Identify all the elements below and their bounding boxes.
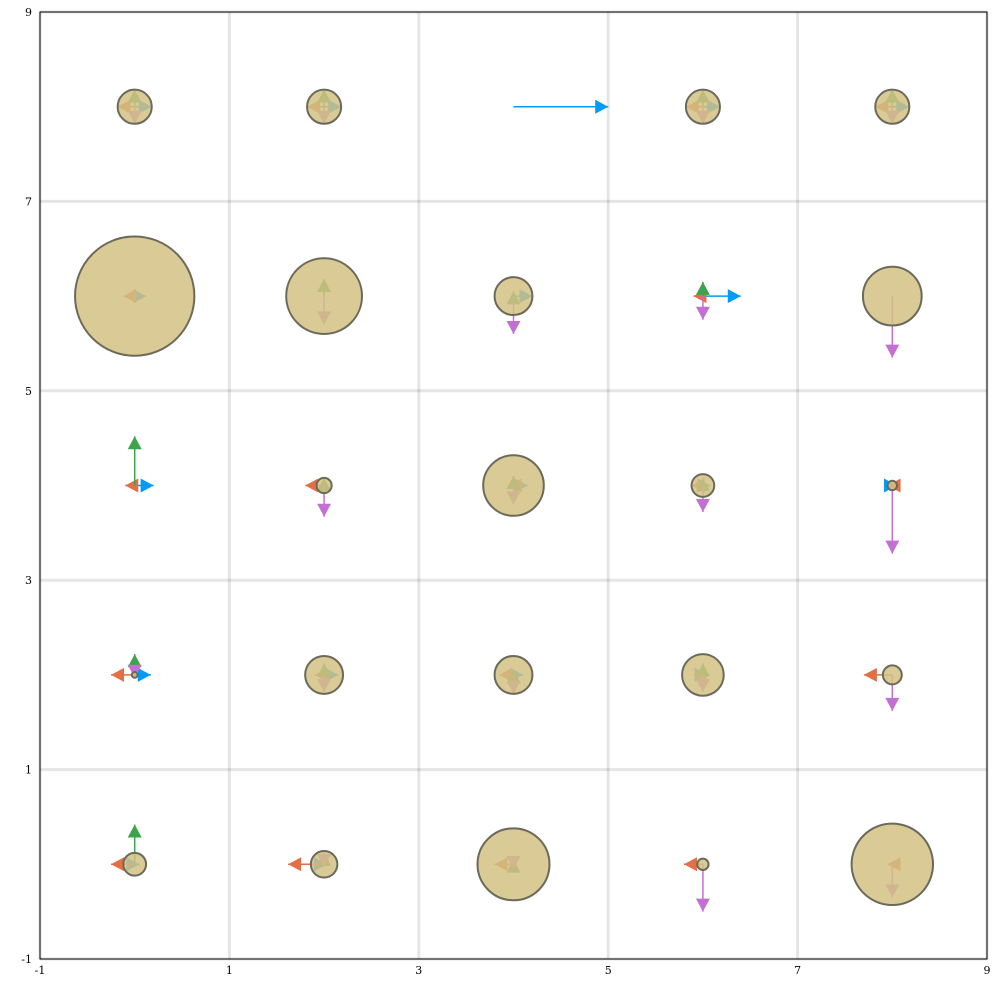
arrow-right-head (727, 289, 741, 304)
x-tick-label: 1 (226, 964, 233, 977)
x-tick-label: 7 (794, 964, 801, 977)
magnitude-circle (696, 857, 710, 871)
x-tick-label: -1 (35, 964, 46, 977)
magnitude-circle (306, 88, 343, 125)
arrow-left-head (111, 857, 125, 872)
magnitude-circle (122, 851, 148, 877)
magnitude-circle (493, 276, 534, 317)
arrow-right-head (137, 667, 151, 682)
arrow-left-head (305, 478, 319, 493)
arrow-right-head (595, 99, 609, 114)
arrow-down (695, 296, 710, 320)
arrow-left-head (125, 478, 139, 493)
magnitude-circle (285, 257, 363, 335)
arrow-down-head (695, 306, 710, 320)
arrow-up-head (695, 281, 710, 295)
y-tick-label: 5 (25, 385, 32, 398)
arrow-down-head (317, 503, 332, 517)
y-tick-label: 3 (25, 574, 32, 587)
arrow-right (513, 99, 609, 114)
x-tick-label: 9 (984, 964, 991, 977)
arrow-left (111, 667, 135, 682)
tick-labels: -1 1 3 5 7 9 -1 1 3 5 7 9 (21, 6, 990, 977)
arrow-left-head (863, 667, 877, 682)
magnitude-circle (130, 671, 139, 679)
magnitude-circle (309, 850, 339, 879)
arrow-down (885, 485, 900, 554)
magnitude-circle (690, 473, 716, 498)
y-tick-label: -1 (21, 953, 32, 966)
magnitude-circle (74, 235, 196, 357)
magnitude-circle (116, 88, 153, 125)
arrow-left-head (683, 857, 697, 872)
arrow-down-head (885, 540, 900, 554)
magnitude-circle (315, 476, 333, 495)
arrow-up (127, 436, 142, 486)
y-tick-label: 9 (25, 6, 32, 19)
magnitude-circle (874, 88, 911, 125)
magnitude-circle (482, 454, 545, 517)
magnitude-circle (304, 654, 345, 695)
arrow-down-head (695, 499, 710, 513)
x-tick-label: 3 (415, 964, 422, 977)
arrow-left (125, 478, 139, 493)
arrow-up-head (127, 654, 142, 668)
magnitude-circle (681, 653, 725, 697)
magnitude-circle (881, 664, 903, 686)
x-tick-label: 5 (605, 964, 612, 977)
arrow-left-head (111, 667, 125, 682)
arrow-up (695, 281, 710, 297)
magnitude-circle (850, 822, 935, 907)
arrow-down-head (885, 344, 900, 358)
magnitude-circle (861, 265, 923, 327)
arrow-left-head (288, 857, 302, 872)
magnitude-circle (886, 479, 899, 492)
arrow-down (695, 864, 710, 912)
arrow-down-head (506, 320, 521, 334)
marks (74, 88, 935, 912)
magnitude-circle (476, 827, 551, 902)
y-tick-label: 7 (25, 195, 32, 208)
arrow-up-head (127, 436, 142, 450)
y-tick-label: 1 (25, 764, 32, 777)
magnitude-circle (684, 88, 721, 125)
arrow-up-head (127, 824, 142, 838)
magnitude-circle (493, 654, 534, 695)
arrow-down-head (885, 697, 900, 711)
plot-frame (39, 11, 988, 960)
arrow-down-head (695, 898, 710, 912)
arrow-right (702, 289, 741, 304)
arrow-right-head (140, 478, 154, 493)
